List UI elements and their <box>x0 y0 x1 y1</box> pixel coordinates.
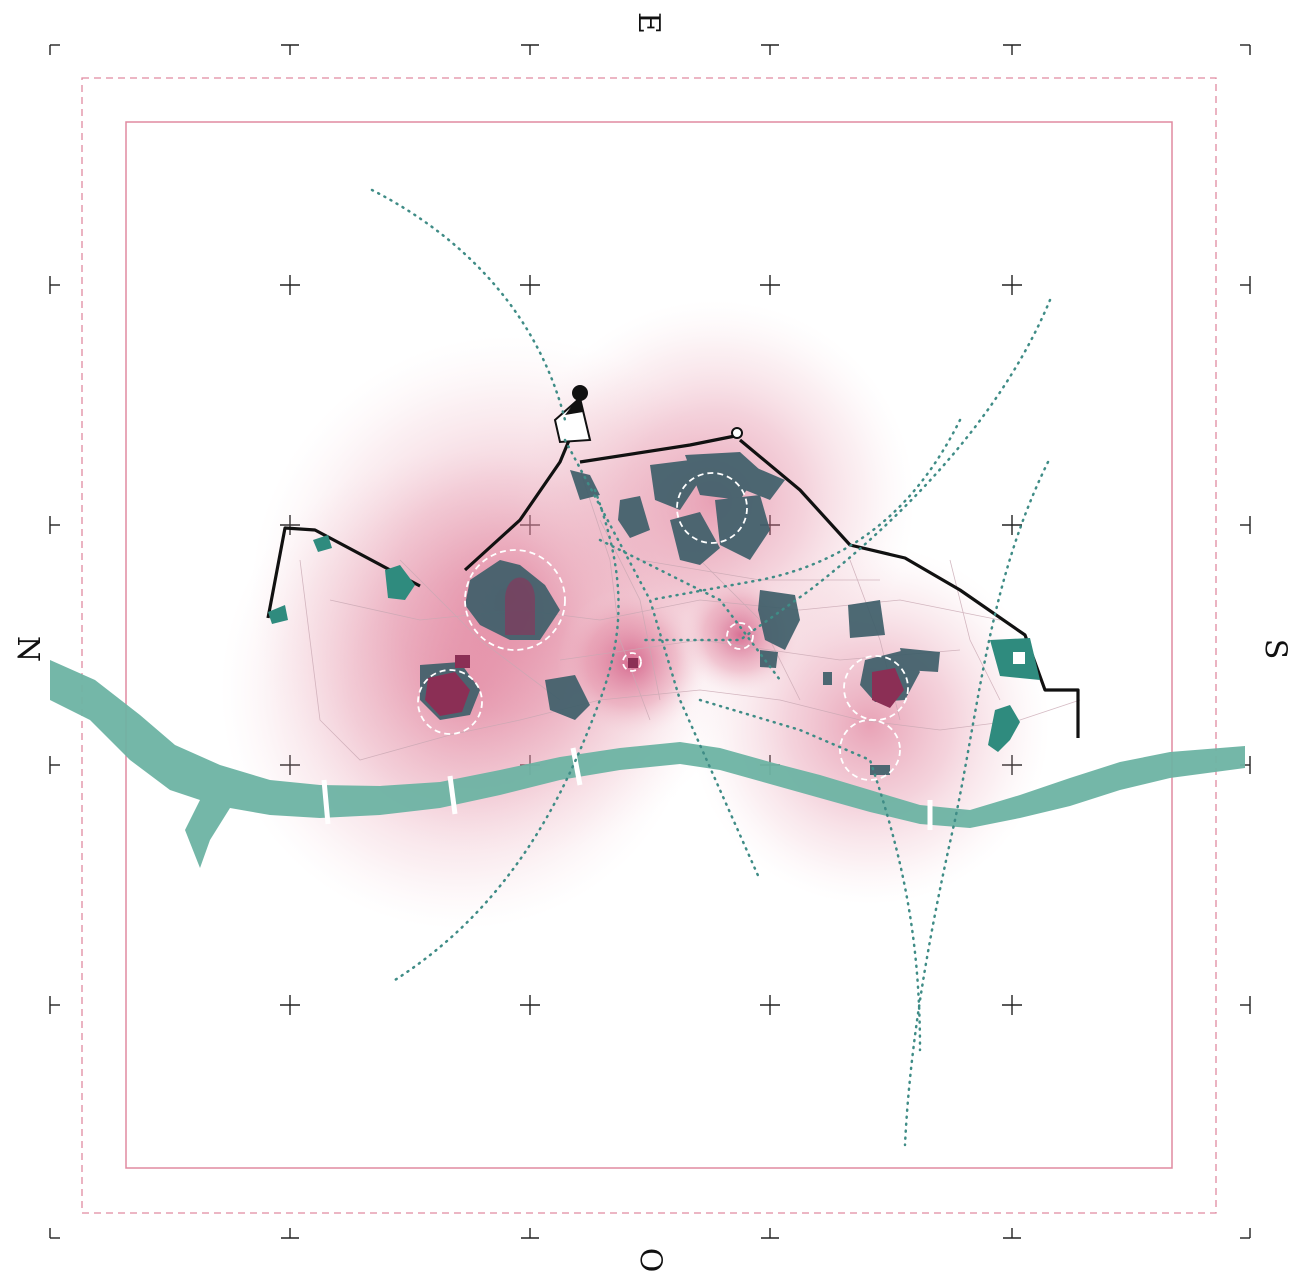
green-spaces <box>268 535 1040 752</box>
river <box>50 660 1245 868</box>
center-dashed-circle-icon <box>839 719 901 781</box>
heritage-buildings <box>420 452 940 775</box>
river-bridges <box>321 747 933 830</box>
compass-north-label: N <box>10 635 46 663</box>
center-dashed-circle-icon <box>726 622 754 650</box>
inner-frame <box>125 121 1173 1169</box>
outer-dashed-frame <box>81 77 1217 1214</box>
center-dashed-circle-icon <box>843 655 909 721</box>
street-fabric <box>299 469 1081 761</box>
compass-west-label: O <box>632 1247 668 1273</box>
compass-south-label: S <box>1257 638 1292 660</box>
center-dashed-circle-icon <box>464 549 566 651</box>
center-dashed-circle-icon <box>676 472 748 544</box>
center-rings <box>417 472 909 781</box>
compass-east-label: E <box>630 12 666 34</box>
dotted-routes <box>370 188 1052 1147</box>
castle-keep-icon <box>572 385 588 401</box>
influence-zones <box>220 300 1050 930</box>
center-dashed-circle-icon <box>622 652 642 672</box>
center-dashed-circle-icon <box>417 669 483 735</box>
castle-keep <box>553 385 743 444</box>
core-centers <box>425 655 904 716</box>
